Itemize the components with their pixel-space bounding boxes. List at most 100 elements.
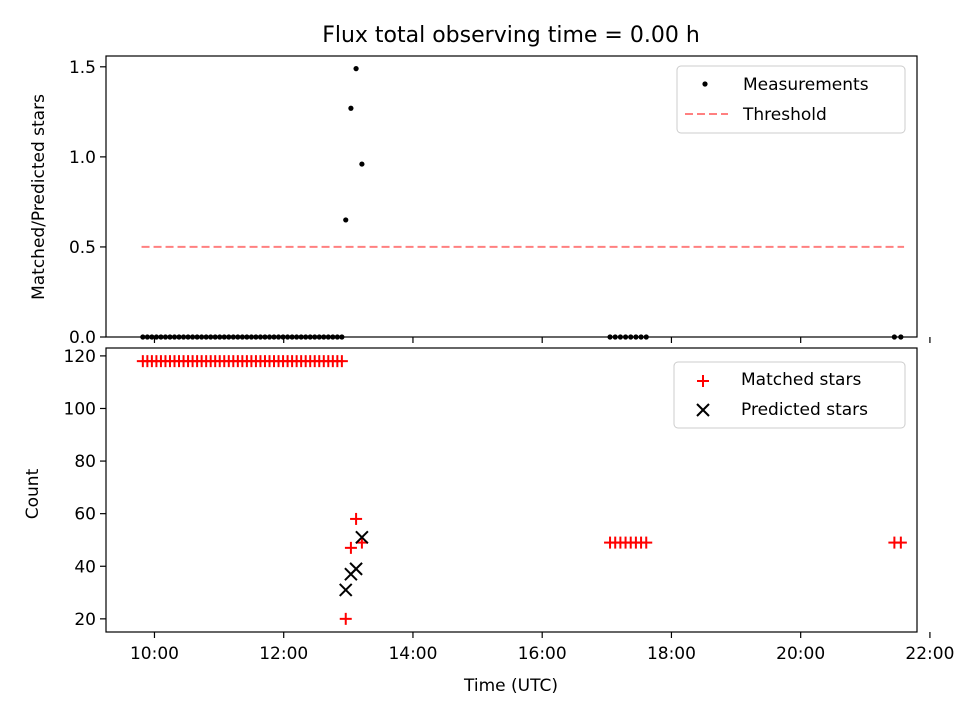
measurement-point [275,334,282,340]
measurement-point [167,334,173,340]
measurement-point [217,334,223,340]
measurement-point [348,105,354,111]
measurement-point [212,334,218,340]
measurement-point [189,334,196,340]
top-legend-box [676,65,906,134]
measurement-point [257,334,264,340]
measurement-point [180,334,187,340]
measurement-point [203,334,209,340]
bottom-axes-frame [105,347,918,633]
bottom-plot: 20 40 60 80 100 120 10:00 12:00 14:00 16:00 18:00… [23,347,954,696]
measurement-point [158,334,164,340]
measurement-point [271,334,277,340]
measurement-point [144,334,150,340]
measurement-point [303,334,309,340]
bottom-ytick-label: 100 [64,399,96,419]
legend-matched-label: Matched stars [741,370,861,390]
measurement-point [153,334,160,340]
bottom-xtick-label: 12:00 [259,644,308,664]
measurement-point [891,334,897,340]
measurement-point [194,334,200,340]
bottom-xtick-label: 14:00 [388,644,437,664]
measurement-point [638,334,644,340]
measurement-point [208,334,214,340]
predicted-star-point [349,562,363,576]
bottom-legend-box [673,361,906,429]
measurement-point [162,334,169,340]
measurement-point [334,334,340,340]
measurement-point [325,334,331,340]
measurement-point [312,334,318,340]
top-ytick-label: 1.5 [69,58,96,78]
legend-measurements-marker [702,81,708,87]
matched-star-point [339,612,352,625]
predicted-star-point [355,530,369,545]
bottom-xtick-label: 16:00 [518,644,567,664]
matched-star-point [640,536,653,549]
bottom-xlabel: Time (UTC) [463,676,558,696]
bottom-ytick-label: 60 [74,505,96,525]
measurement-point [321,334,327,340]
measurement-point [359,161,365,167]
measurement-point [221,334,227,340]
measurement-point [248,334,254,340]
measurement-point [343,217,349,223]
measurement-point [617,334,623,340]
measurement-point [643,334,649,340]
top-ytick-label: 0.5 [69,238,96,258]
legend-predicted-label: Predicted stars [741,400,868,420]
matched-star-point [894,536,907,549]
measurement-point [298,334,304,340]
measurement-point [339,334,345,340]
top-legend: Measurements Threshold [676,65,906,134]
measurement-point [307,334,313,340]
matched-star-point [344,541,357,554]
measurement-point [294,334,300,340]
measurement-point [607,334,613,340]
measurement-point [612,334,618,340]
bottom-ylabel: Count [23,468,43,519]
measurement-point [289,334,295,340]
top-plot: 0.0 0.5 1.0 1.5 Matched/Predicted stars Mea… [29,55,931,348]
measurement-point [898,334,904,340]
measurement-point [230,334,236,340]
legend-predicted-marker [696,403,710,417]
measurement-point [280,334,286,340]
top-ylabel: Matched/Predicted stars [29,94,49,300]
top-title: Flux total observing time = 0.00 h [322,23,700,48]
top-axes-frame [105,55,918,338]
top-ytick-label: 1.0 [69,148,96,168]
bottom-ytick-label: 80 [74,452,96,472]
bottom-xtick-label: 18:00 [647,644,696,664]
predicted-star-point [339,583,353,597]
matched-star-point [335,355,348,368]
measurement-point [199,334,205,340]
measurement-point [226,334,232,340]
bottom-legend: Matched stars Predicted stars [673,361,906,429]
measurement-point [253,334,259,340]
top-ytick-label: 0.0 [69,328,96,348]
bottom-xtick-label: 22:00 [905,644,954,664]
measurement-point [244,334,250,340]
measurement-point [239,334,245,340]
measurement-point [185,334,191,340]
bottom-ytick-label: 40 [74,557,96,577]
measurement-point [633,334,639,340]
measurement-point [171,334,178,340]
measurement-point [266,334,273,340]
measurement-point [140,334,146,340]
measurement-point [628,334,634,340]
measurement-point [284,334,291,340]
measurement-point [316,334,322,340]
legend-matched-marker [697,375,709,387]
measurement-point [262,334,268,340]
measurement-point [330,334,336,340]
bottom-xtick-label: 10:00 [130,644,179,664]
bottom-ytick-label: 20 [74,610,96,630]
measurement-point [622,334,629,340]
matched-star-point [350,512,363,525]
bottom-ytick-label: 120 [64,347,96,367]
measurement-point [149,334,155,340]
bottom-xtick-label: 20:00 [776,644,825,664]
